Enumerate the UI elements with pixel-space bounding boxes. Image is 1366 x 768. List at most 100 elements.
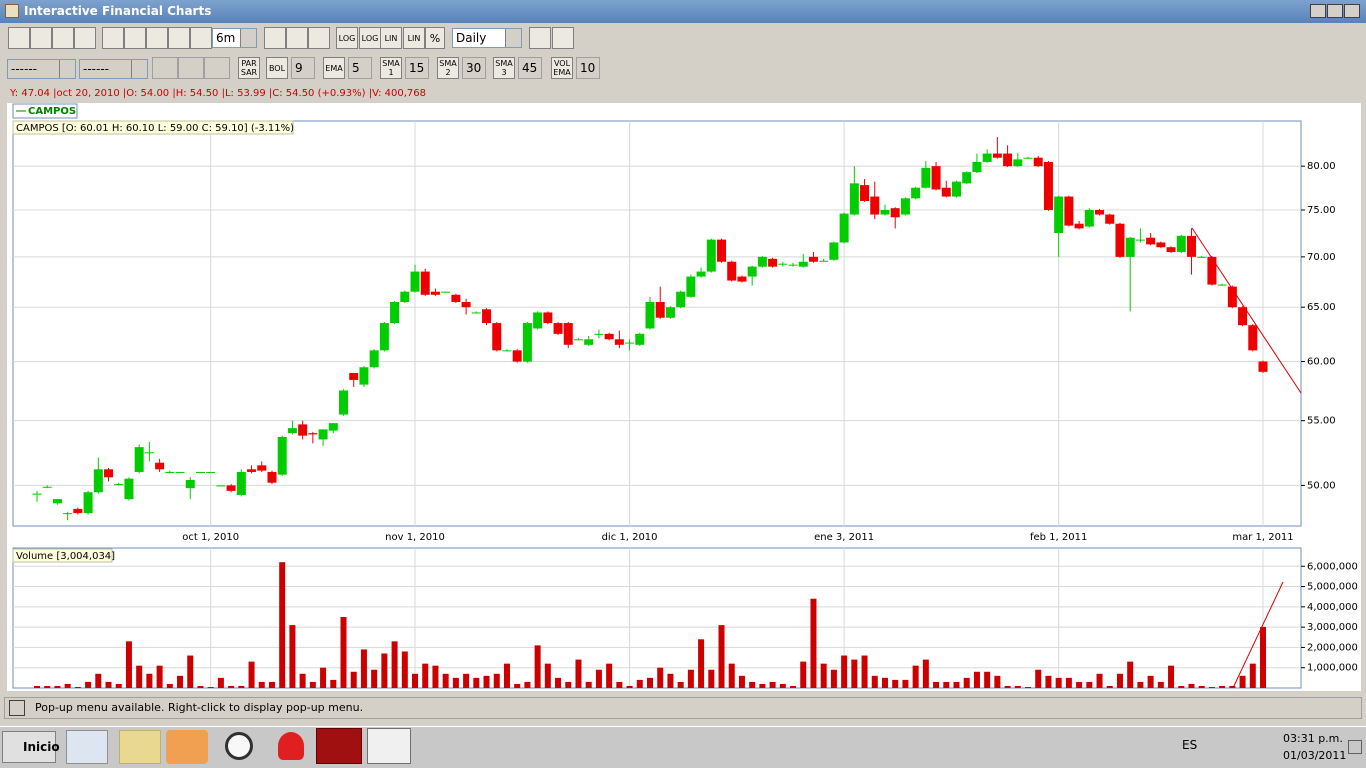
minimize-button[interactable] (1310, 4, 1326, 18)
input-box[interactable] (178, 57, 204, 79)
close-button[interactable] (1344, 4, 1360, 18)
indicator-button[interactable]: PAR SAR (238, 57, 260, 79)
volume-bar (565, 681, 572, 688)
volume-bar (606, 663, 613, 688)
refresh-button[interactable] (102, 27, 124, 49)
volume-bar (759, 683, 766, 688)
candle-body (52, 499, 62, 504)
volume-bar (95, 673, 102, 688)
volume-bar (473, 677, 480, 688)
bar-chart-button[interactable] (286, 27, 308, 49)
interval: Daily (456, 31, 487, 45)
period-select[interactable]: 6m (212, 28, 257, 48)
volume-bar (320, 667, 327, 688)
legend-label: CAMPOS (28, 106, 76, 117)
indicator-param[interactable]: 5 (348, 57, 372, 79)
chart: oct 1, 2010 nov 1, 2010 dic 1, 2010 ene 3, … (12, 103, 1336, 543)
scale-button[interactable]: LIN (380, 27, 402, 49)
tool-button[interactable] (8, 27, 30, 49)
volume-bar (861, 655, 868, 688)
tool-button[interactable] (74, 27, 96, 49)
zoom-out-button[interactable] (168, 27, 190, 49)
candle-body (104, 469, 114, 478)
tool-button[interactable] (552, 27, 574, 49)
candle-body (727, 261, 737, 281)
tool-button[interactable] (529, 27, 551, 49)
y-tick-label: 65.00 (1307, 302, 1336, 313)
forward-button[interactable] (190, 27, 212, 49)
candle-body (788, 264, 798, 266)
volume-bar (146, 673, 153, 688)
candle-body (134, 447, 144, 472)
candle-body (747, 266, 757, 277)
taskbar-app[interactable] (367, 728, 411, 764)
line-chart-button[interactable] (264, 27, 286, 49)
volume-bar (790, 685, 797, 688)
indicator-select[interactable]: ------ (79, 59, 148, 79)
volume-bar (177, 675, 184, 688)
taskbar-app[interactable] (166, 730, 208, 764)
indicator-param[interactable]: 30 (462, 57, 486, 79)
app-icon (5, 4, 19, 18)
language: ES (1182, 738, 1198, 752)
candle-body (482, 309, 492, 324)
input-box[interactable] (204, 57, 230, 79)
candle-body (829, 242, 839, 260)
candle-body (451, 294, 461, 302)
volume-bar (268, 681, 275, 688)
indicator-param[interactable]: 45 (518, 57, 542, 79)
indicator-button[interactable]: SMA 3 (493, 57, 515, 79)
volume-bar (197, 685, 204, 688)
candle-body (73, 508, 83, 514)
indicator-button[interactable]: VOL EMA (551, 57, 573, 79)
tool-button[interactable] (30, 27, 52, 49)
taskbar-app[interactable] (316, 728, 362, 764)
start-button[interactable]: Inicio (2, 731, 60, 763)
scale-button[interactable]: % (425, 27, 445, 49)
taskbar-app[interactable] (66, 730, 108, 764)
indicator-param[interactable]: 9 (291, 57, 315, 79)
zoom-in-button[interactable] (146, 27, 168, 49)
taskbar-app[interactable] (225, 732, 253, 760)
volume-bar (585, 681, 592, 688)
clock-date: 01/03/2011 (1283, 749, 1347, 762)
candle-body (226, 485, 236, 491)
scale-button[interactable]: LOG (336, 27, 358, 49)
candle-body (798, 261, 808, 267)
input-box[interactable] (152, 57, 178, 79)
candle-body (594, 333, 604, 335)
indicator-button[interactable]: SMA 1 (380, 57, 402, 79)
candle-body (717, 239, 727, 262)
maximize-button[interactable] (1327, 4, 1343, 18)
indicator-select[interactable]: ------ (7, 59, 76, 79)
back-button[interactable] (124, 27, 146, 49)
candle-body (921, 167, 931, 188)
volume-bar (330, 679, 337, 688)
indicator-button[interactable]: SMA 2 (437, 57, 459, 79)
candle-body (625, 342, 635, 344)
candle-chart-button[interactable] (308, 27, 330, 49)
taskbar-app[interactable] (278, 732, 304, 760)
scale-button[interactable]: LOG (359, 27, 381, 49)
volume-bar (166, 683, 173, 688)
candle-body (655, 301, 665, 318)
scale-button[interactable]: LIN (403, 27, 425, 49)
candle-body (379, 323, 389, 351)
taskbar-app[interactable] (119, 730, 161, 764)
candle-body (911, 187, 921, 199)
volume-bar (156, 665, 163, 688)
volume-bar (289, 625, 296, 688)
indicator-param[interactable]: 15 (405, 57, 429, 79)
y-tick-label: 1,000,000 (1307, 663, 1358, 674)
tool-button[interactable] (52, 27, 74, 49)
volume-bar (1116, 673, 1123, 688)
candle-body (308, 433, 318, 435)
indicator-button[interactable]: EMA (323, 57, 345, 79)
interval-select[interactable]: Daily (452, 28, 522, 48)
candle-body (1166, 247, 1176, 253)
volume-bar (503, 663, 510, 688)
volume-bar (912, 665, 919, 688)
volume-bar (258, 681, 265, 688)
indicator-button[interactable]: BOL (266, 57, 288, 79)
indicator-param[interactable]: 10 (576, 57, 600, 79)
